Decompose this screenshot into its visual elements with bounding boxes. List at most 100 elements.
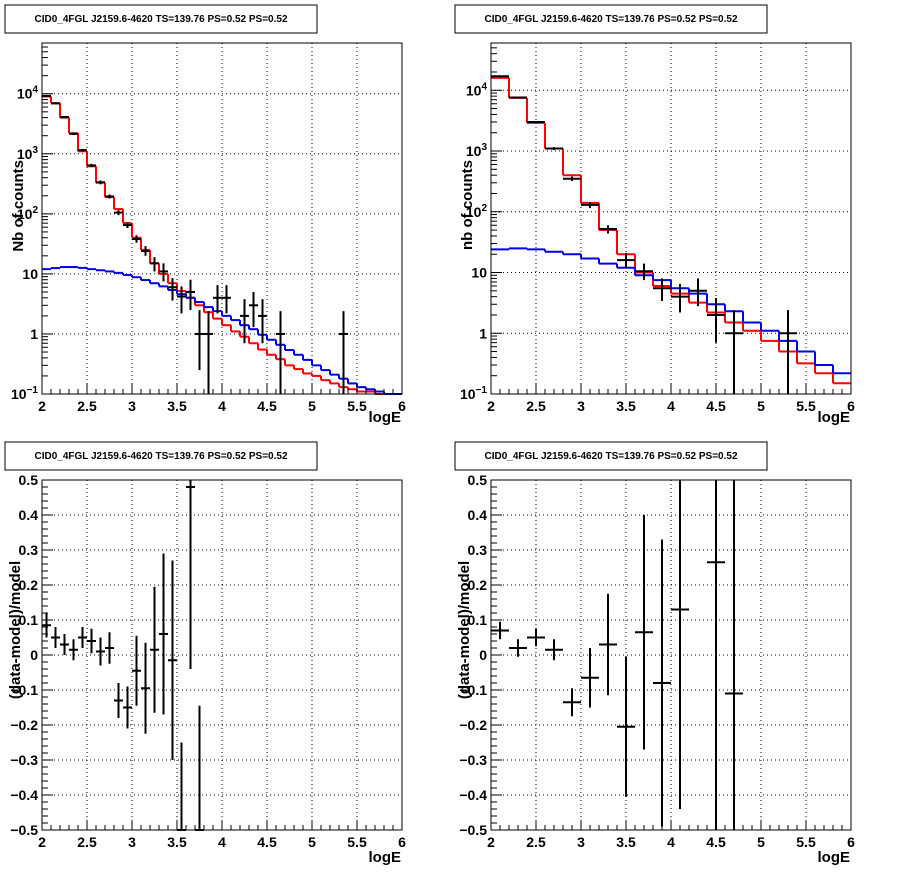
pad-bottom-right: CID0_4FGL J2159.6-4620 TS=139.76 PS=0.52… xyxy=(454,441,855,866)
title-box xyxy=(454,4,768,34)
background-model-histogram xyxy=(42,266,402,395)
x-tick-label: 4 xyxy=(667,834,675,850)
x-tick-label: 6 xyxy=(847,398,855,414)
data-points xyxy=(491,75,797,394)
y-tick-label: −0.1 xyxy=(10,682,38,698)
plot-area xyxy=(491,480,743,830)
x-axis-title: logE xyxy=(369,849,402,866)
y-tick-label: −0.5 xyxy=(459,822,487,838)
y-axis-title: (data-model)/model xyxy=(7,561,24,699)
x-tick-label: 3 xyxy=(577,834,585,850)
y-tick-label: −0.4 xyxy=(459,787,487,803)
x-axis-title: logE xyxy=(818,849,851,866)
grid xyxy=(42,43,402,394)
x-tick-label: 3.5 xyxy=(616,834,636,850)
y-tick-label: −0.2 xyxy=(459,717,487,733)
x-tick-label: 3.5 xyxy=(167,398,187,414)
grid xyxy=(491,480,851,830)
x-tick-label: 2 xyxy=(487,834,495,850)
pad-top-left: CID0_4FGL J2159.6-4620 TS=139.76 PS=0.52… xyxy=(4,4,406,426)
y-tick-label: 103 xyxy=(466,142,488,159)
y-tick-label: 0.4 xyxy=(468,507,488,523)
x-tick-label: 5.5 xyxy=(347,834,367,850)
y-tick-label: 10−1 xyxy=(11,385,38,402)
x-tick-label: 3 xyxy=(577,398,585,414)
x-tick-label: 4.5 xyxy=(257,398,277,414)
x-tick-label: 2.5 xyxy=(526,834,546,850)
y-tick-label: 0.5 xyxy=(468,472,488,488)
x-tick-label: 2 xyxy=(38,398,46,414)
y-tick-exponent: −1 xyxy=(476,385,488,396)
x-tick-label: 6 xyxy=(398,398,406,414)
y-tick-exponent: 4 xyxy=(481,81,487,92)
x-tick-label: 4.5 xyxy=(706,398,726,414)
y-tick-label: −0.1 xyxy=(459,682,487,698)
y-tick-exponent: 3 xyxy=(32,145,38,156)
x-tick-label: 5 xyxy=(308,398,316,414)
x-axis-title: logE xyxy=(818,409,851,426)
y-tick-label: 10−1 xyxy=(460,385,487,402)
y-tick-label: 0.2 xyxy=(19,577,39,593)
y-tick-label: −0.2 xyxy=(10,717,38,733)
y-tick-label: 103 xyxy=(17,145,39,162)
chart-title: CID0_4FGL J2159.6-4620 TS=139.76 PS=0.52… xyxy=(34,451,287,462)
chart-title: CID0_4FGL J2159.6-4620 TS=139.76 PS=0.52… xyxy=(484,451,737,462)
total-model-histogram xyxy=(42,95,402,395)
plot-area xyxy=(42,480,204,831)
chart-title: CID0_4FGL J2159.6-4620 TS=139.76 PS=0.52… xyxy=(34,14,287,25)
x-tick-label: 5 xyxy=(757,398,765,414)
y-tick-label: −0.5 xyxy=(10,822,38,838)
x-tick-label: 2.5 xyxy=(77,398,97,414)
y-tick-label: 0.2 xyxy=(468,577,488,593)
y-tick-label: 104 xyxy=(466,81,488,98)
y-tick-label: −0.3 xyxy=(459,752,487,768)
title-box xyxy=(4,4,318,34)
x-tick-label: 3.5 xyxy=(616,398,636,414)
title-box xyxy=(454,441,768,471)
x-tick-label: 4 xyxy=(667,398,675,414)
y-tick-exponent: 2 xyxy=(481,203,487,214)
y-tick-label: 0.5 xyxy=(19,472,39,488)
x-tick-label: 3 xyxy=(128,834,136,850)
y-axis-title: Nb of counts xyxy=(10,160,27,252)
plot-area xyxy=(491,75,851,394)
y-tick-label: 10 xyxy=(22,266,38,282)
y-axis-title: (data-model)/model xyxy=(456,561,473,699)
pad-top-right: CID0_4FGL J2159.6-4620 TS=139.76 PS=0.52… xyxy=(454,4,855,426)
x-tick-label: 4 xyxy=(218,398,226,414)
pad-bottom-left: CID0_4FGL J2159.6-4620 TS=139.76 PS=0.52… xyxy=(4,441,406,866)
y-tick-label: −0.4 xyxy=(10,787,38,803)
x-tick-label: 5.5 xyxy=(796,398,816,414)
y-tick-label: 0.1 xyxy=(468,612,488,628)
title-box xyxy=(4,441,318,471)
x-tick-label: 4.5 xyxy=(257,834,277,850)
y-tick-label: 0 xyxy=(30,647,38,663)
x-tick-label: 2.5 xyxy=(77,834,97,850)
x-axis-title: logE xyxy=(369,409,402,426)
grid xyxy=(42,480,402,830)
y-tick-exponent: −1 xyxy=(27,385,39,396)
y-axis-title: nb of counts xyxy=(459,160,476,250)
chart-title: CID0_4FGL J2159.6-4620 TS=139.76 PS=0.52… xyxy=(484,14,737,25)
y-tick-label: 1 xyxy=(479,325,487,341)
data-points xyxy=(42,94,348,394)
y-tick-label: 0.4 xyxy=(19,507,39,523)
x-tick-label: 4 xyxy=(218,834,226,850)
x-tick-label: 3 xyxy=(128,398,136,414)
y-tick-exponent: 2 xyxy=(32,205,38,216)
axes: 2 2.5 3 3.5 4 4.5 5 5.5 6 −0.5 −0.4 −0.3 −0.2 −0.1 0 0.… xyxy=(459,472,855,850)
x-tick-label: 4.5 xyxy=(706,834,726,850)
y-tick-label: 0.1 xyxy=(19,612,39,628)
y-tick-label: 10 xyxy=(471,265,487,281)
y-tick-label: −0.3 xyxy=(10,752,38,768)
x-tick-label: 3.5 xyxy=(167,834,187,850)
x-tick-label: 5.5 xyxy=(347,398,367,414)
x-tick-label: 2 xyxy=(38,834,46,850)
x-tick-label: 6 xyxy=(847,834,855,850)
x-tick-label: 5 xyxy=(308,834,316,850)
x-tick-label: 5.5 xyxy=(796,834,816,850)
y-tick-exponent: 4 xyxy=(32,85,38,96)
